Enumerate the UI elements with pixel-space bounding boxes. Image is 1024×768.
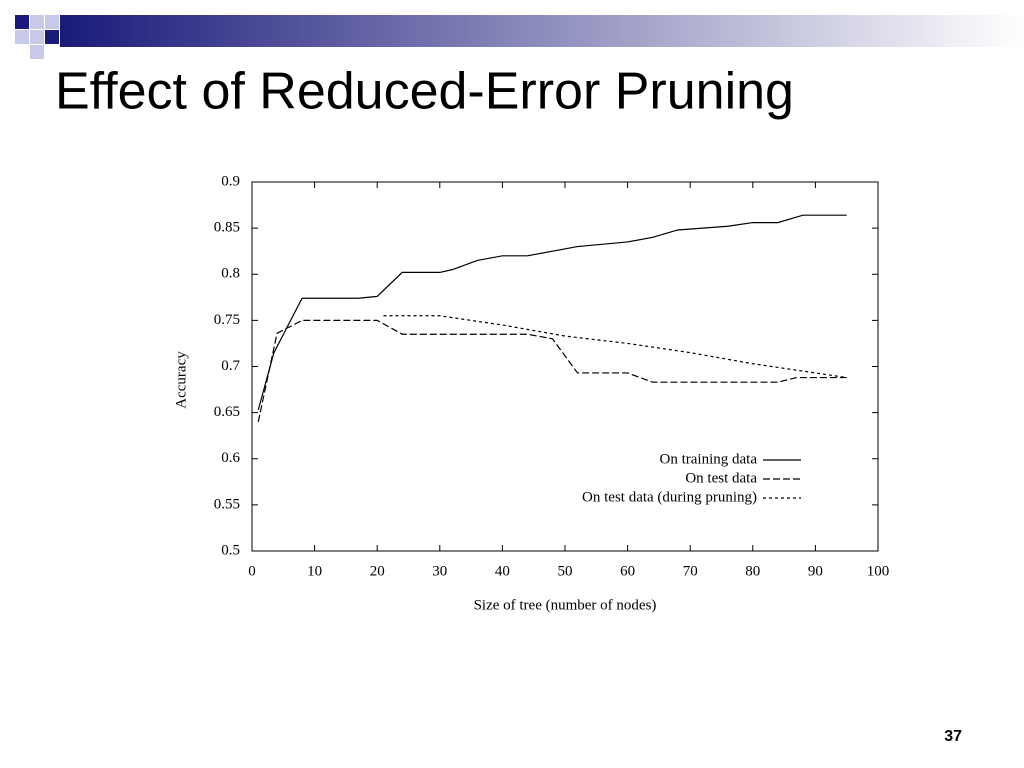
x-axis-label: Size of tree (number of nodes) [474,597,657,613]
x-tick-label: 10 [307,563,322,579]
x-tick-label: 70 [683,563,698,579]
y-tick-label: 0.9 [221,173,240,189]
y-tick-label: 0.55 [214,496,240,512]
y-tick-label: 0.8 [221,266,240,282]
y-tick-label: 0.85 [214,220,240,236]
x-tick-label: 20 [370,563,385,579]
legend-label: On training data [660,451,758,467]
x-tick-label: 30 [432,563,447,579]
legend-label: On test data [685,470,757,486]
series-line [257,319,847,422]
plot-frame [251,181,879,552]
y-tick-label: 0.65 [214,404,240,420]
x-tick-label: 100 [867,563,890,579]
y-tick-label: 0.5 [221,542,240,558]
x-tick-label: 40 [495,563,510,579]
y-tick-label: 0.75 [214,312,240,328]
x-tick-label: 60 [620,563,635,579]
x-tick-label: 0 [248,563,256,579]
y-tick-label: 0.7 [221,358,240,374]
chart: Size of tree (number of nodes) Accuracy … [173,173,889,613]
decoration [15,15,1024,59]
x-tick-label: 80 [745,563,760,579]
slide-title: Effect of Reduced-Error Pruning [55,63,794,121]
x-tick-label: 90 [808,563,823,579]
series-line [383,315,847,379]
y-axis-label: Accuracy [173,351,189,409]
legend-label: On test data (during pruning) [582,489,757,505]
x-tick-label: 50 [558,563,573,579]
series-line [257,214,847,411]
y-tick-label: 0.6 [221,450,240,466]
page-number: 37 [944,728,962,745]
